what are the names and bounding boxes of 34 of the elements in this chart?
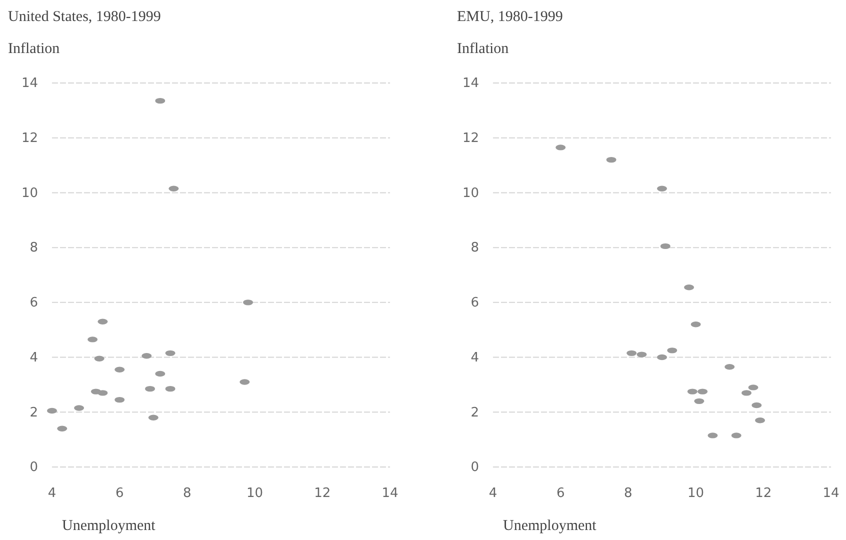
y-tick-label: 0 (30, 460, 38, 476)
chart-title: EMU, 1980-1999 (457, 9, 563, 25)
x-tick-label: 6 (556, 486, 565, 502)
y-tick-label: 4 (30, 350, 38, 366)
chart-title: United States, 1980-1999 (8, 9, 161, 25)
y-tick-label: 6 (470, 296, 479, 311)
y-tick-label: 4 (470, 350, 479, 366)
x-tick-label: 14 (382, 486, 398, 502)
y-tick-label: 2 (470, 405, 479, 420)
y-tick-label: 10 (21, 186, 38, 201)
x-tick-label: 6 (115, 486, 124, 502)
x-tick-label: 14 (822, 486, 840, 502)
y-tick-label: 10 (462, 186, 479, 201)
x-tick-label: 8 (624, 486, 632, 502)
y-tick-label: 2 (30, 405, 38, 420)
x-tick-label: 4 (48, 486, 56, 502)
x-tick-label: 8 (183, 486, 192, 502)
y-axis-title: Inflation (8, 41, 60, 57)
y-tick-label: 14 (21, 76, 38, 92)
y-tick-label: 14 (462, 76, 479, 92)
y-axis-title: Inflation (457, 41, 510, 57)
x-tick-label: 10 (688, 486, 704, 502)
y-tick-label: 6 (30, 296, 38, 311)
x-axis-title: Unemployment (503, 518, 598, 534)
y-tick-label: 0 (470, 460, 479, 476)
x-tick-label: 10 (246, 486, 264, 502)
x-tick-label: 4 (488, 486, 498, 502)
y-tick-label: 12 (21, 131, 38, 146)
y-tick-label: 8 (30, 240, 38, 256)
y-tick-label: 8 (470, 240, 479, 256)
x-tick-label: 12 (755, 486, 772, 502)
x-axis-title: Unemployment (62, 518, 156, 534)
x-tick-label: 12 (314, 486, 331, 502)
y-tick-label: 12 (462, 131, 479, 146)
